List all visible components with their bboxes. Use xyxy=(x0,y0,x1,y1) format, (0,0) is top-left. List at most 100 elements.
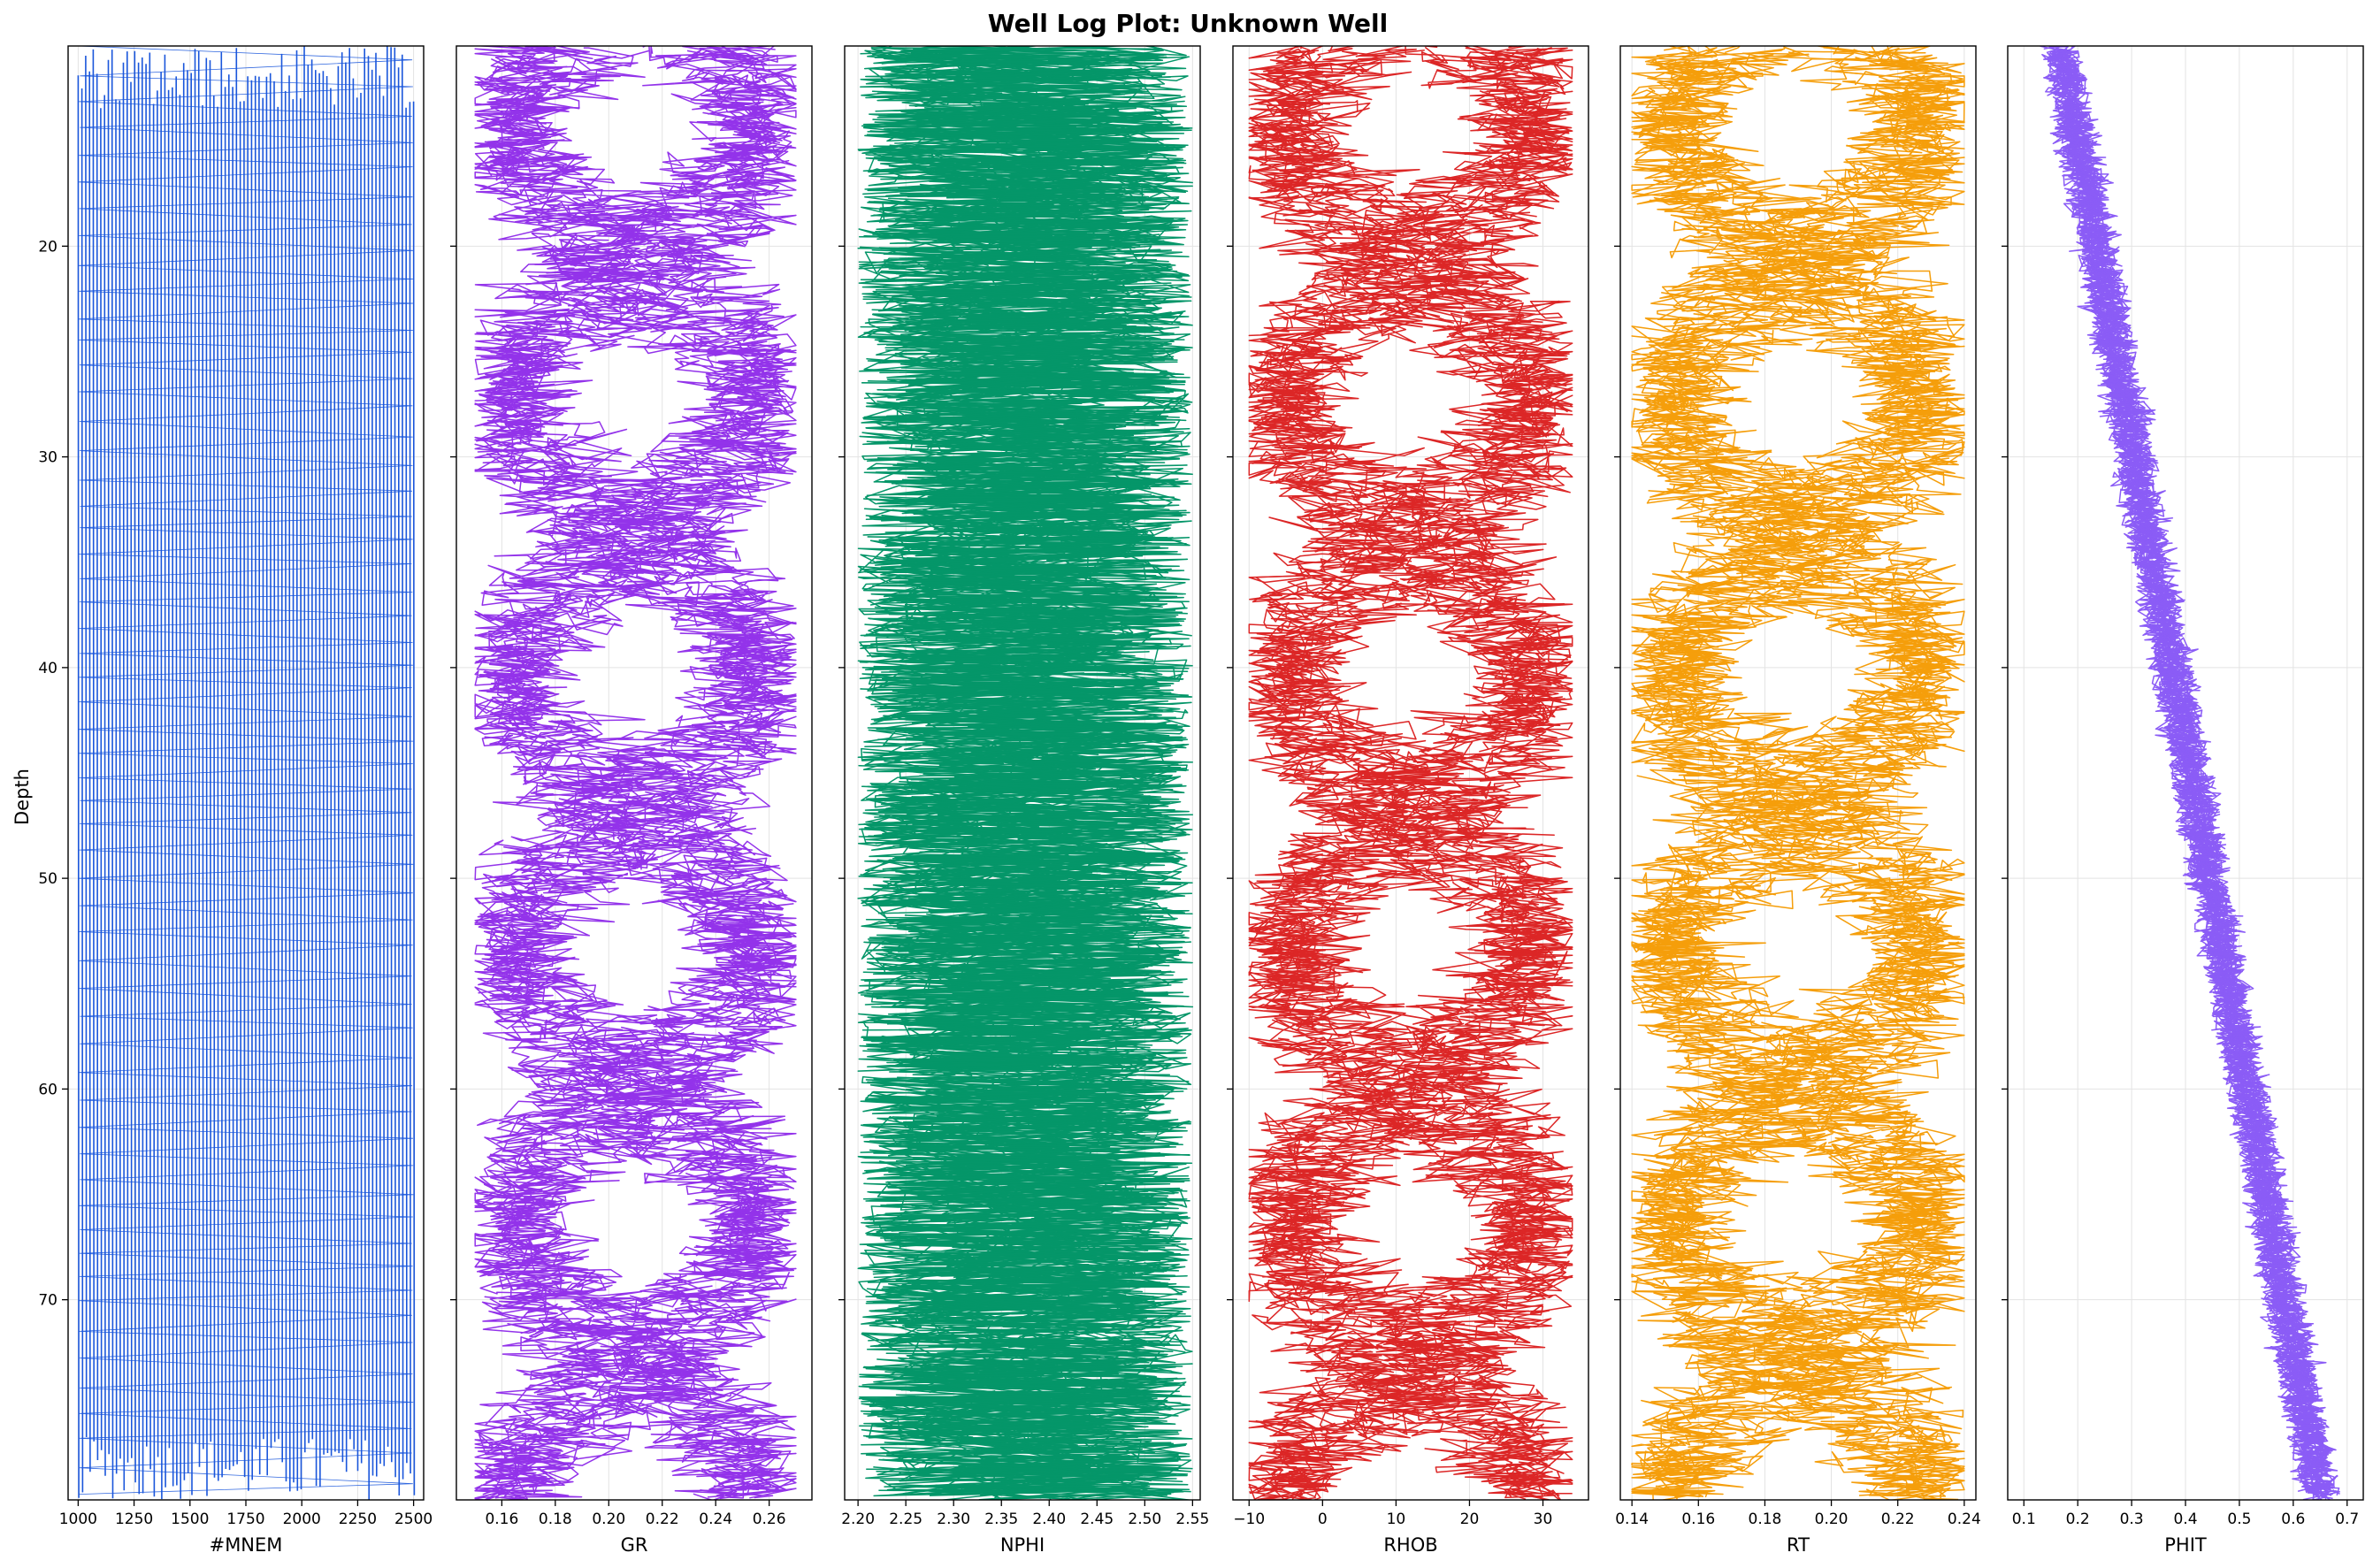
series-line xyxy=(77,46,416,1500)
x-axis-label: GR xyxy=(621,1534,648,1556)
x-axis: 2.20 2.25 2.30 2.35 2.40 2.45 2.50 2.55 NPHI xyxy=(841,1500,1209,1556)
track-phit: 0.1 0.2 0.3 0.4 0.5 0.6 0.7 PHIT xyxy=(2002,45,2364,1556)
x-axis: 0.14 0.16 0.18 0.20 0.22 0.24 RT xyxy=(1615,1500,1981,1556)
x-tick-label: 1500 xyxy=(171,1511,209,1528)
series-line xyxy=(474,46,797,1497)
series-rt xyxy=(1631,46,1965,1500)
y-tick-label: 30 xyxy=(38,449,57,467)
y-axis xyxy=(1227,245,1233,1301)
x-axis-label: RHOB xyxy=(1383,1534,1437,1556)
y-axis xyxy=(2002,245,2008,1301)
x-tick-label: 0 xyxy=(1318,1511,1328,1528)
series-phit xyxy=(2040,46,2340,1500)
series-line xyxy=(78,46,414,1495)
panel-frame xyxy=(1619,45,1977,1501)
x-tick-label: 2.35 xyxy=(984,1511,1018,1528)
series-line xyxy=(474,46,797,1499)
series-line xyxy=(1248,46,1573,1500)
x-axis: 0.1 0.2 0.3 0.4 0.5 0.6 0.7 PHIT xyxy=(2012,1500,2359,1556)
x-tick-label: 0.3 xyxy=(2120,1511,2144,1528)
x-tick-label: 0.5 xyxy=(2227,1511,2251,1528)
x-tick-label: 2.50 xyxy=(1128,1511,1161,1528)
grid-lines xyxy=(68,46,424,1500)
y-axis xyxy=(1614,245,1620,1301)
track-rhob: −10 0 10 20 30 RHOB xyxy=(1227,45,1589,1556)
x-tick-label: 0.6 xyxy=(2281,1511,2305,1528)
x-tick-label: 0.20 xyxy=(592,1511,625,1528)
x-tick-label: 0.7 xyxy=(2335,1511,2359,1528)
x-tick-label: 0.4 xyxy=(2173,1511,2197,1528)
x-axis-label: PHIT xyxy=(2164,1534,2207,1556)
x-tick-label: 20 xyxy=(1460,1511,1480,1528)
x-tick-label: 0.20 xyxy=(1815,1511,1849,1528)
series-line xyxy=(857,46,1193,1500)
x-axis-label: RT xyxy=(1787,1534,1810,1556)
x-tick-label: 2.20 xyxy=(841,1511,875,1528)
x-tick-label: 0.22 xyxy=(646,1511,679,1528)
x-tick-label: 10 xyxy=(1387,1511,1406,1528)
chart-title: Well Log Plot: Unknown Well xyxy=(988,9,1388,38)
x-tick-label: 0.18 xyxy=(1749,1511,1782,1528)
series-line xyxy=(474,46,797,1500)
series-line xyxy=(1631,46,1965,1500)
y-axis xyxy=(450,245,456,1301)
y-axis-label: Depth xyxy=(11,769,33,825)
x-tick-label: 2.30 xyxy=(937,1511,970,1528)
x-axis: 0.16 0.18 0.20 0.22 0.24 0.26 GR xyxy=(485,1500,786,1556)
series-line xyxy=(1631,50,1965,1498)
series-line xyxy=(2046,50,2340,1496)
x-tick-label: 0.16 xyxy=(1681,1511,1715,1528)
y-tick-label: 50 xyxy=(38,870,57,888)
x-tick-label: 30 xyxy=(1534,1511,1553,1528)
track-gr: 0.16 0.18 0.20 0.22 0.24 0.26 GR xyxy=(450,45,813,1556)
series-line xyxy=(1248,46,1573,1500)
series-line xyxy=(1248,46,1573,1498)
series-line xyxy=(1248,47,1573,1500)
x-tick-label: 0.24 xyxy=(1948,1511,1981,1528)
panel-frame xyxy=(844,45,1201,1501)
x-tick-label: 2000 xyxy=(283,1511,321,1528)
series-line xyxy=(1631,46,1965,1500)
panel-frame xyxy=(1232,45,1589,1501)
x-tick-label: 0.2 xyxy=(2066,1511,2090,1528)
tracks: 1000 1250 1500 1750 2000 2250 2500 #MNEM 20 30 40 5… xyxy=(38,45,2364,1556)
series-line xyxy=(474,46,797,1500)
series-rhob xyxy=(1248,46,1573,1500)
series-line xyxy=(1248,50,1573,1495)
x-axis: 1000 1250 1500 1750 2000 2250 2500 #MNEM xyxy=(59,1500,432,1556)
x-axis: −10 0 10 20 30 RHOB xyxy=(1233,1500,1552,1556)
series-line xyxy=(1248,47,1573,1500)
series-line xyxy=(1248,46,1573,1497)
track-mnem: 1000 1250 1500 1750 2000 2250 2500 #MNEM 20 30 40 5… xyxy=(38,45,432,1556)
y-tick-label: 70 xyxy=(38,1292,57,1310)
x-tick-label: −10 xyxy=(1233,1511,1265,1528)
x-tick-label: 1250 xyxy=(115,1511,153,1528)
panel-frame xyxy=(455,45,813,1501)
x-tick-label: 0.18 xyxy=(539,1511,572,1528)
y-tick-label: 60 xyxy=(38,1081,57,1098)
series-line xyxy=(1631,46,1965,1500)
y-tick-label: 20 xyxy=(38,238,57,256)
x-axis-label: #MNEM xyxy=(210,1534,283,1556)
x-tick-label: 2.40 xyxy=(1032,1511,1066,1528)
series-line xyxy=(1631,51,1965,1497)
x-axis-label: NPHI xyxy=(1000,1534,1045,1556)
x-tick-label: 0.16 xyxy=(485,1511,518,1528)
track-nphi: 2.20 2.25 2.30 2.35 2.40 2.45 2.50 2.55 NPHI xyxy=(838,45,1209,1556)
series-line xyxy=(474,50,797,1500)
x-tick-label: 0.26 xyxy=(753,1511,786,1528)
x-tick-label: 1750 xyxy=(226,1511,264,1528)
x-tick-label: 0.1 xyxy=(2012,1511,2036,1528)
x-tick-label: 0.24 xyxy=(699,1511,732,1528)
x-tick-label: 0.14 xyxy=(1615,1511,1649,1528)
x-tick-label: 0.22 xyxy=(1881,1511,1915,1528)
y-tick-label: 40 xyxy=(38,660,57,677)
series-line xyxy=(1631,46,1965,1495)
y-axis xyxy=(838,245,845,1301)
x-tick-label: 1000 xyxy=(59,1511,97,1528)
x-tick-label: 2.55 xyxy=(1175,1511,1209,1528)
series-nphi xyxy=(857,46,1194,1500)
series-line xyxy=(474,47,797,1497)
series-line xyxy=(474,46,797,1499)
